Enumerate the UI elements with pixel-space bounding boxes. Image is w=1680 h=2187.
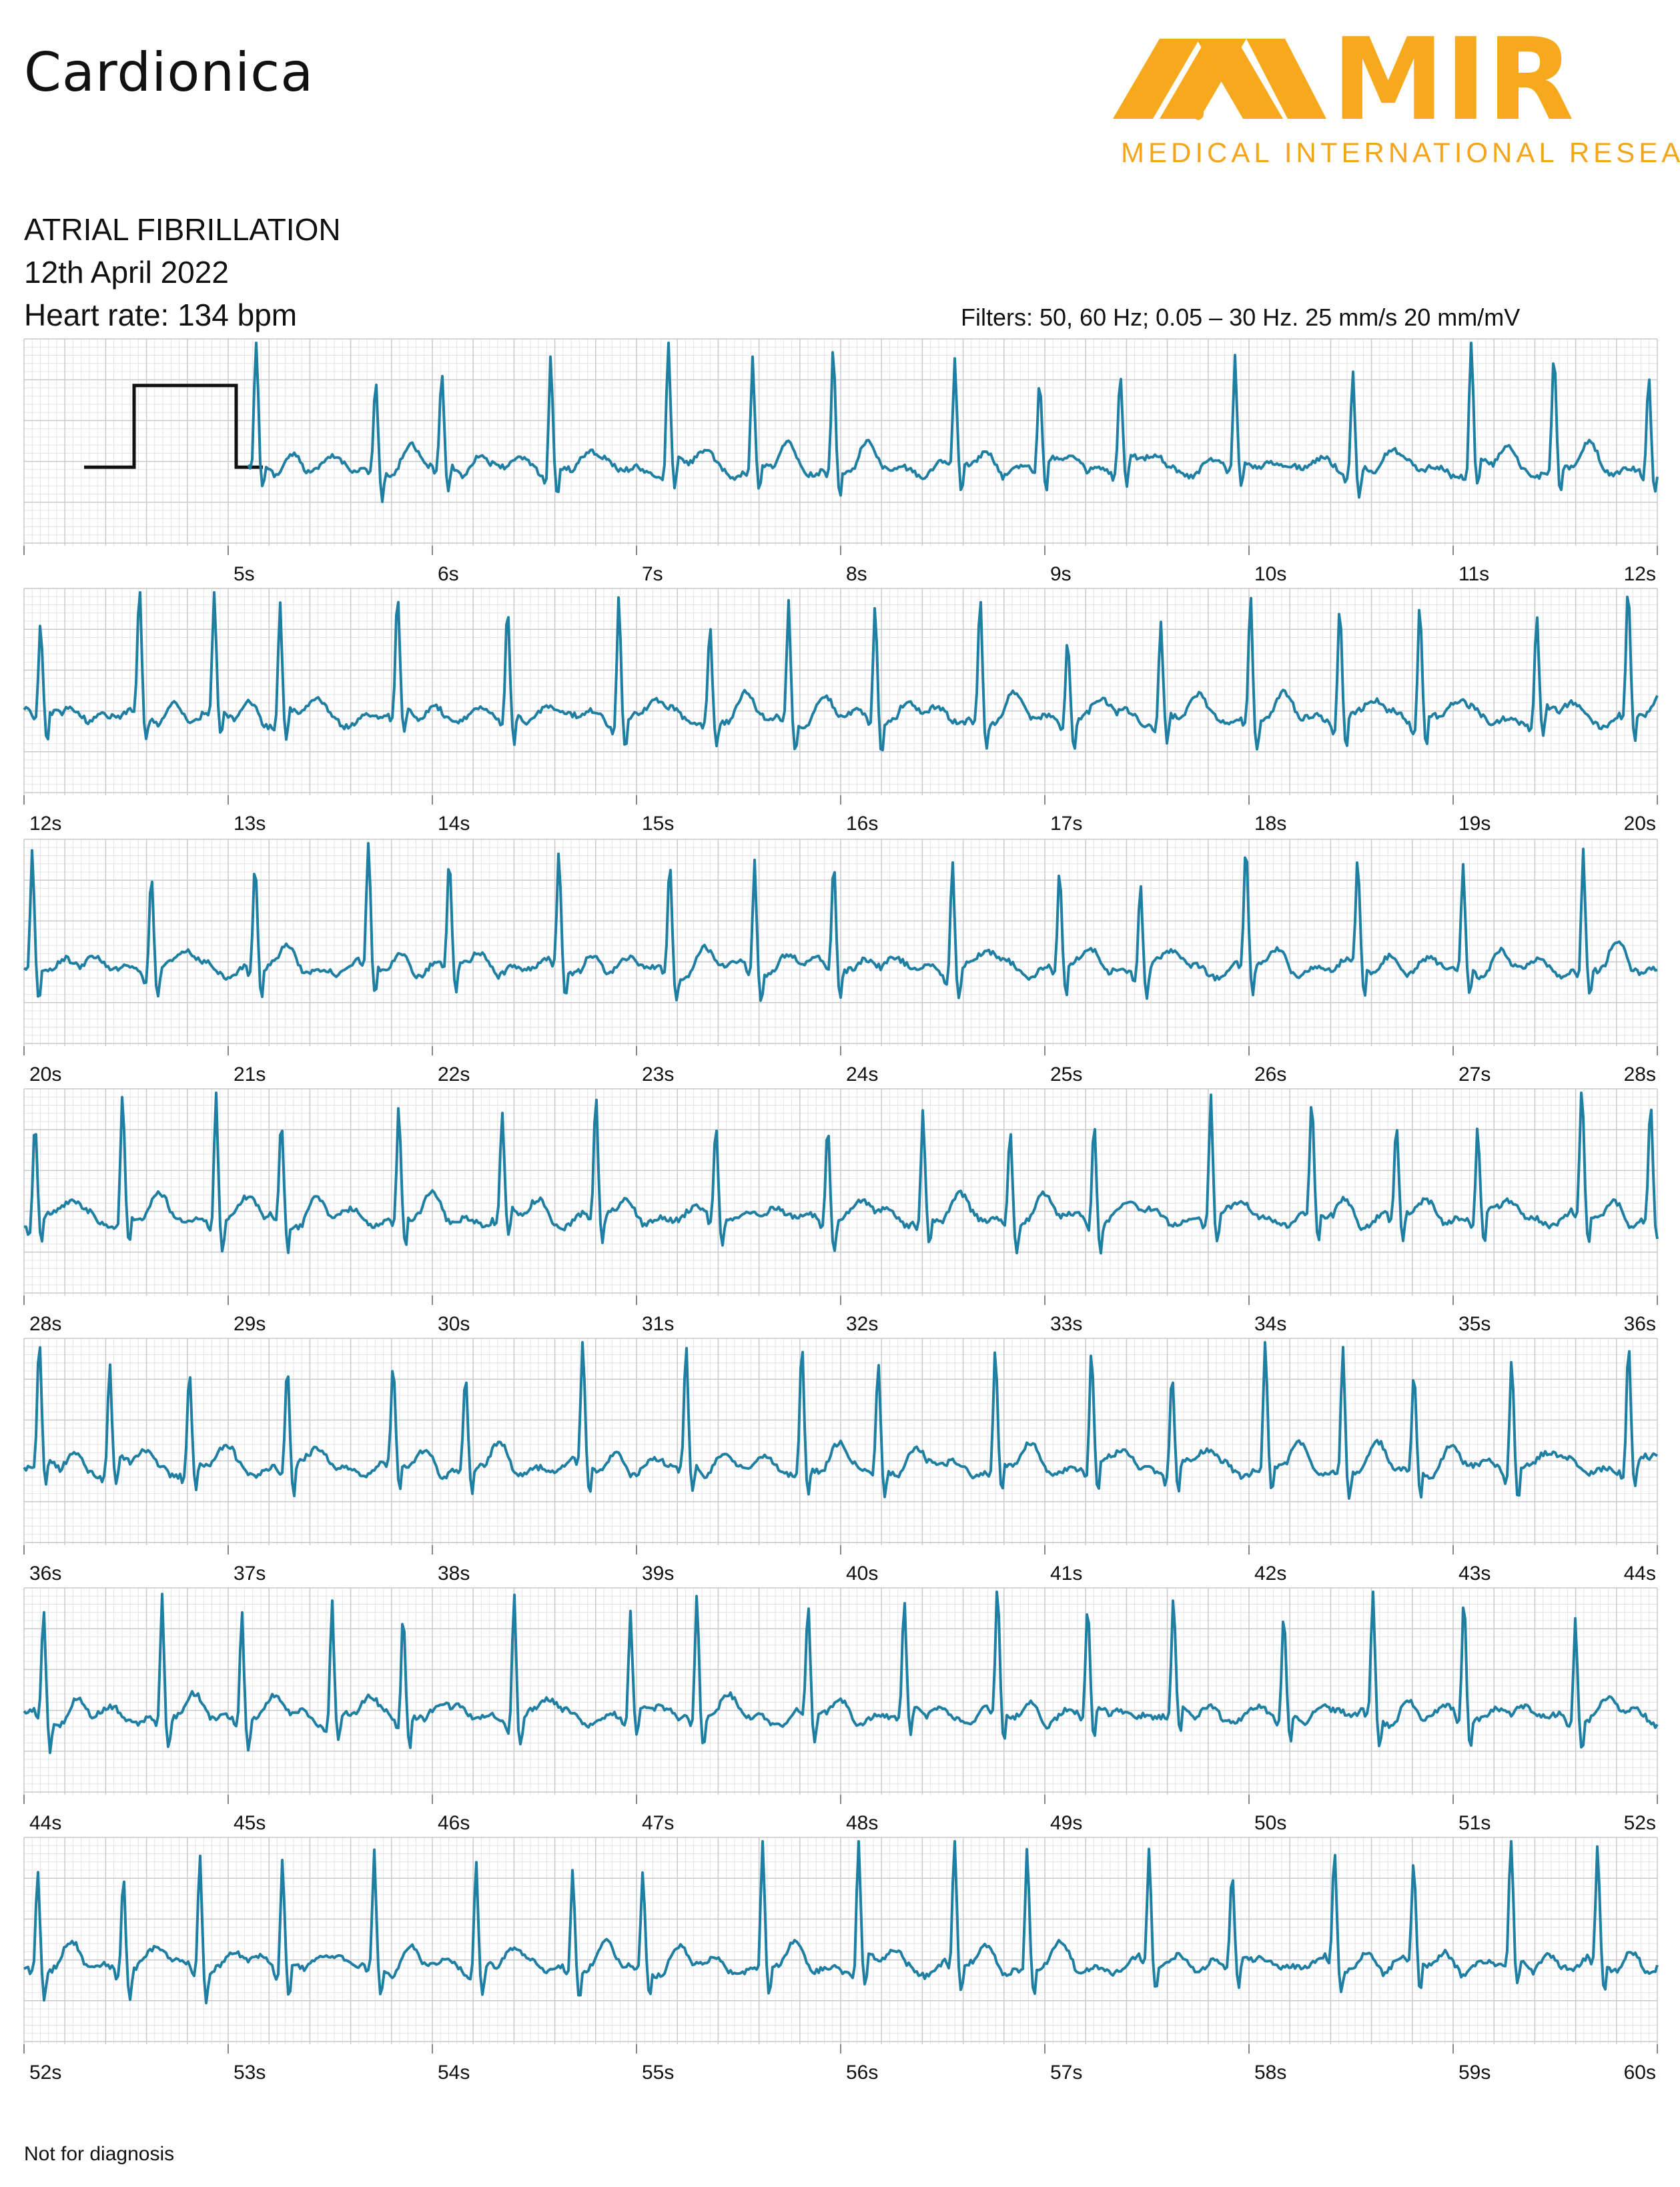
ecg-trace xyxy=(247,342,1659,504)
time-label: 9s xyxy=(1050,563,1072,585)
time-label: 46s xyxy=(438,1812,470,1834)
time-label: 48s xyxy=(846,1812,878,1834)
time-label: 19s xyxy=(1458,813,1491,835)
time-label: 33s xyxy=(1050,1313,1082,1335)
time-label: 34s xyxy=(1254,1313,1286,1335)
ecg-strip: 28s 29s 30s 31s 32s 33s 34s 35s 36s xyxy=(23,1088,1659,1335)
time-label: 28s xyxy=(1624,1063,1656,1085)
ecg-strip: 44s 45s 46s 47s 48s 49s 50s 51s 52s xyxy=(23,1587,1659,1834)
time-label: 37s xyxy=(234,1563,266,1585)
time-label: 36s xyxy=(29,1563,61,1585)
time-label: 21s xyxy=(234,1063,266,1085)
time-label: 18s xyxy=(1254,813,1286,835)
ecg-strip: 52s 53s 54s 55s 56s 57s 58s 59s 60s xyxy=(23,1837,1659,2084)
time-label: 39s xyxy=(642,1563,674,1585)
time-label: 7s xyxy=(642,563,663,585)
time-label: 28s xyxy=(29,1313,61,1335)
ecg-trace xyxy=(23,591,1659,752)
time-label: 25s xyxy=(1050,1063,1082,1085)
time-label: 22s xyxy=(438,1063,470,1085)
ecg-trace xyxy=(23,842,1658,1002)
time-label: 5s xyxy=(234,563,255,585)
time-label: 32s xyxy=(846,1313,878,1335)
time-label: 40s xyxy=(846,1563,878,1585)
time-label: 13s xyxy=(234,813,266,835)
ecg-strip: 36s 37s 38s 39s 40s 41s 42s 43s 44s xyxy=(23,1338,1659,1585)
time-label: 50s xyxy=(1254,1812,1286,1834)
ecg-strip: 12s 13s 14s 15s 16s 17s 18s 19s 20s xyxy=(23,588,1659,835)
time-label: 31s xyxy=(642,1313,674,1335)
grid-major xyxy=(23,588,1658,795)
report-info: ATRIAL FIBRILLATION 12th April 2022 Hear… xyxy=(24,208,341,336)
time-label: 47s xyxy=(642,1812,674,1834)
ecg-trace xyxy=(23,1591,1659,1755)
mir-logo: MIR xyxy=(1113,14,1574,146)
time-label: 54s xyxy=(438,2062,470,2084)
time-label: 60s xyxy=(1624,2062,1656,2084)
grid-major xyxy=(23,1837,1658,2044)
ecg-trace xyxy=(23,1840,1659,2005)
time-label: 14s xyxy=(438,813,470,835)
time-label: 15s xyxy=(642,813,674,835)
time-label: 29s xyxy=(234,1313,266,1335)
time-label: 58s xyxy=(1254,2062,1286,2084)
time-label: 43s xyxy=(1458,1563,1491,1585)
logo-text: MIR xyxy=(1332,14,1574,146)
time-label: 30s xyxy=(438,1313,470,1335)
grid-major xyxy=(23,839,1658,1046)
time-label: 45s xyxy=(234,1812,266,1834)
logo-tagline: MEDICAL INTERNATIONAL RESEARCH xyxy=(1121,137,1680,168)
grid-major xyxy=(23,1088,1658,1296)
time-label: 11s xyxy=(1458,563,1489,585)
time-label: 44s xyxy=(1624,1563,1656,1585)
time-label: 35s xyxy=(1458,1313,1491,1335)
time-label: 12s xyxy=(1624,563,1656,585)
time-label: 44s xyxy=(29,1812,61,1834)
time-label: 53s xyxy=(234,2062,266,2084)
time-label: 26s xyxy=(1254,1063,1286,1085)
time-label: 49s xyxy=(1050,1812,1082,1834)
time-label: 27s xyxy=(1458,1063,1491,1085)
time-label: 12s xyxy=(29,813,61,835)
ecg-trace xyxy=(23,1341,1659,1500)
time-label: 10s xyxy=(1254,563,1286,585)
ecg-trace xyxy=(23,1091,1659,1255)
time-label: 24s xyxy=(846,1063,878,1085)
time-label: 17s xyxy=(1050,813,1082,835)
disclaimer: Not for diagnosis xyxy=(24,2143,175,2165)
time-label: 38s xyxy=(438,1563,470,1585)
time-label: 55s xyxy=(642,2062,674,2084)
time-label: 16s xyxy=(846,813,878,835)
time-label: 36s xyxy=(1624,1313,1656,1335)
time-label: 20s xyxy=(29,1063,61,1085)
time-label: 42s xyxy=(1254,1563,1286,1585)
time-label: 23s xyxy=(642,1063,674,1085)
report-date: 12th April 2022 xyxy=(24,255,229,290)
diagnosis-title: ATRIAL FIBRILLATION xyxy=(24,212,341,247)
time-label: 20s xyxy=(1624,813,1656,835)
brand-name: Cardionica xyxy=(24,41,314,103)
time-label: 52s xyxy=(1624,1812,1656,1834)
time-label: 6s xyxy=(438,563,459,585)
time-label: 41s xyxy=(1050,1563,1082,1585)
filter-settings: Filters: 50, 60 Hz; 0.05 – 30 Hz. 25 mm/… xyxy=(961,304,1521,331)
ecg-strip: 20s 21s 22s 23s 24s 25s 26s 27s 28s xyxy=(23,839,1658,1085)
time-label: 8s xyxy=(846,563,867,585)
heart-rate: Heart rate: 134 bpm xyxy=(24,298,298,332)
time-label: 51s xyxy=(1458,1812,1491,1834)
calibration-pulse xyxy=(84,384,263,469)
time-label: 57s xyxy=(1050,2062,1082,2084)
ecg-strip: 5s 6s 7s 8s 9s 10s 11s 12s xyxy=(23,338,1659,585)
grid-major xyxy=(23,1587,1658,1795)
time-label: 56s xyxy=(846,2062,878,2084)
time-label: 59s xyxy=(1458,2062,1491,2084)
grid-major xyxy=(23,338,1658,546)
time-label: 52s xyxy=(29,2062,61,2084)
